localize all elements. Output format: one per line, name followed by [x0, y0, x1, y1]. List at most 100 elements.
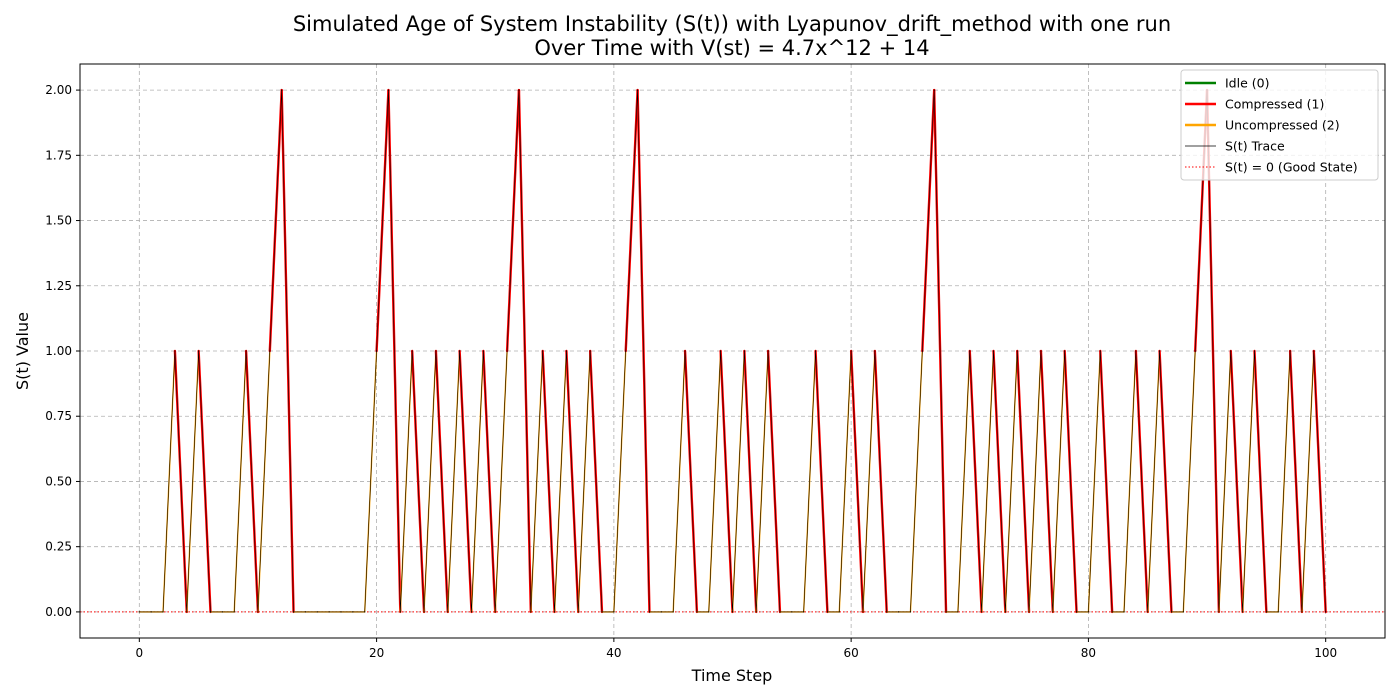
- data-point: [767, 350, 769, 352]
- data-point: [447, 611, 449, 613]
- data-point: [1265, 611, 1267, 613]
- data-point: [969, 350, 971, 352]
- chart-title-line1: Simulated Age of System Instability (S(t…: [293, 12, 1171, 37]
- data-point: [684, 350, 686, 352]
- y-tick-label: 1.25: [45, 279, 72, 293]
- data-point: [186, 611, 188, 613]
- chart-title-line2: Over Time with V(st) = 4.7x^12 + 14: [534, 36, 929, 60]
- data-point: [826, 611, 829, 613]
- data-point: [897, 611, 900, 613]
- data-point: [506, 350, 508, 352]
- data-point: [921, 350, 923, 352]
- data-point: [316, 611, 318, 613]
- data-point: [470, 611, 473, 613]
- data-point: [1123, 611, 1125, 613]
- data-point: [874, 350, 876, 352]
- data-point: [233, 611, 235, 613]
- legend: Idle (0) Compressed (1) Uncompressed (2) S(…: [1180, 69, 1379, 181]
- data-point: [577, 611, 579, 613]
- data-point: [862, 611, 864, 613]
- data-point: [257, 611, 259, 613]
- y-tick-label: 1.50: [45, 214, 72, 228]
- x-tick-label: 100: [1314, 646, 1337, 660]
- data-point: [660, 611, 662, 613]
- data-point: [636, 89, 639, 91]
- data-point: [162, 611, 164, 613]
- data-point: [1325, 611, 1327, 613]
- legend-label: Compressed (1): [1225, 97, 1324, 112]
- data-point: [328, 611, 330, 613]
- data-point: [1052, 611, 1054, 613]
- data-point: [909, 611, 912, 613]
- data-point: [1135, 350, 1137, 352]
- data-point: [1170, 611, 1173, 613]
- data-point: [221, 611, 223, 613]
- data-point: [838, 611, 840, 613]
- data-point: [1028, 611, 1030, 613]
- data-point: [375, 350, 378, 352]
- data-point: [850, 350, 852, 352]
- data-point: [791, 611, 793, 613]
- data-point: [1218, 611, 1220, 613]
- data-point: [1194, 350, 1196, 352]
- data-point: [1099, 350, 1101, 352]
- data-point: [482, 350, 484, 352]
- data-point: [981, 611, 983, 613]
- data-point: [1087, 611, 1090, 613]
- x-tick-label: 40: [606, 646, 621, 660]
- axis-ticks: 0 20 40 60 80 100 0.00 0.25 0.50 0.75 1.00 1.25 1.50…: [45, 83, 1337, 660]
- data-point: [1147, 611, 1149, 613]
- data-point: [672, 611, 674, 613]
- data-point: [1016, 350, 1018, 352]
- data-point: [459, 350, 461, 352]
- data-point: [1277, 611, 1279, 613]
- x-axis-label: Time Step: [691, 666, 773, 685]
- data-point: [364, 611, 366, 613]
- y-tick-label: 0.00: [45, 605, 72, 619]
- y-tick-label: 2.00: [45, 83, 72, 97]
- data-point: [245, 350, 247, 352]
- data-point: [1064, 350, 1066, 352]
- y-tick-label: 1.75: [45, 148, 72, 162]
- data-point: [1004, 611, 1006, 613]
- data-point: [1040, 350, 1042, 352]
- data-point: [304, 611, 307, 613]
- data-point: [1111, 611, 1113, 613]
- legend-label: S(t) = 0 (Good State): [1225, 160, 1358, 175]
- data-point: [352, 611, 354, 613]
- data-point: [613, 611, 615, 613]
- data-point: [743, 350, 745, 352]
- data-point: [1230, 350, 1232, 352]
- data-point: [814, 350, 817, 352]
- data-point: [209, 611, 212, 613]
- data-point: [1289, 350, 1291, 352]
- y-tick-label: 0.50: [45, 474, 72, 488]
- y-tick-label: 0.25: [45, 540, 72, 554]
- legend-label: Uncompressed (2): [1225, 118, 1340, 133]
- data-point: [696, 611, 698, 613]
- data-point: [292, 611, 295, 613]
- data-point: [1301, 611, 1303, 613]
- data-point: [589, 350, 591, 352]
- x-tick-label: 80: [1081, 646, 1096, 660]
- data-point: [138, 611, 140, 613]
- data-point: [1075, 611, 1078, 613]
- legend-label: Idle (0): [1225, 76, 1269, 91]
- data-point: [803, 611, 805, 613]
- data-point: [1253, 350, 1256, 352]
- data-point: [1242, 611, 1244, 613]
- data-point: [1158, 350, 1161, 352]
- y-tick-label: 0.75: [45, 409, 72, 423]
- data-point: [423, 611, 425, 613]
- data-point: [435, 350, 437, 352]
- data-point: [269, 350, 271, 352]
- data-point: [779, 611, 781, 613]
- data-point: [150, 611, 152, 613]
- data-point: [731, 611, 734, 613]
- y-axis-label: S(t) Value: [13, 312, 32, 390]
- data-point: [945, 611, 947, 613]
- data-point: [992, 350, 995, 352]
- data-point: [340, 611, 342, 613]
- data-point: [648, 611, 651, 613]
- data-point: [530, 611, 532, 613]
